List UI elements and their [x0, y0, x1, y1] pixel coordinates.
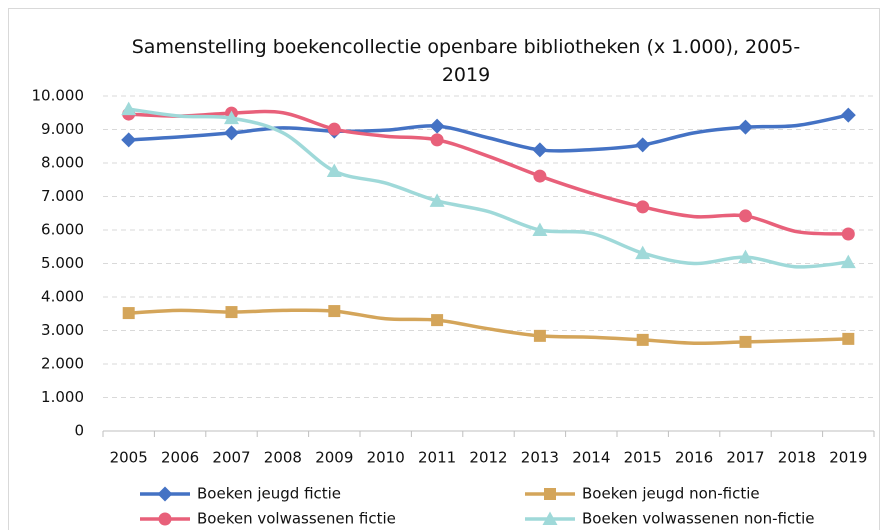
data-point	[224, 110, 239, 125]
legend-marker	[158, 512, 172, 526]
legend-label: Boeken jeugd fictie	[197, 485, 341, 503]
legend-marker	[544, 488, 556, 500]
data-point	[533, 329, 546, 342]
legend-label: Boeken jeugd non-fictie	[582, 485, 760, 503]
data-point	[431, 314, 444, 327]
x-tick-label: 2017	[726, 449, 764, 467]
series-line	[128, 308, 849, 346]
data-point	[840, 107, 856, 123]
y-tick-label: 5.000	[41, 254, 84, 272]
y-tick-label: 9.000	[41, 120, 84, 138]
x-tick-label: 2006	[161, 449, 199, 467]
x-tick-label: 2008	[264, 449, 302, 467]
x-tick-label: 2010	[367, 449, 405, 467]
data-point	[121, 132, 137, 148]
legend-label: Boeken volwassenen non-fictie	[582, 510, 814, 528]
data-point	[122, 307, 135, 320]
data-point	[429, 193, 445, 207]
x-tick-label: 2005	[110, 449, 148, 467]
data-point	[121, 101, 137, 116]
x-tick-label: 2009	[315, 449, 353, 467]
data-point	[225, 306, 238, 319]
chart-title: Samenstelling boekencollectie openbare b…	[131, 36, 801, 86]
y-tick-label: 0	[74, 422, 84, 440]
y-tick-label: 4.000	[41, 288, 84, 306]
series-line	[128, 113, 849, 153]
x-tick-label: 2019	[829, 449, 867, 467]
data-point	[532, 142, 548, 158]
data-point	[840, 254, 856, 269]
x-tick-label: 2014	[572, 449, 610, 467]
data-point	[429, 118, 445, 134]
y-tick-label: 2.000	[41, 355, 84, 373]
series-line	[128, 107, 849, 269]
data-point	[739, 335, 752, 348]
chart-frame	[8, 8, 880, 530]
x-tick-label: 2015	[624, 449, 662, 467]
data-point	[842, 332, 855, 345]
series-line	[128, 109, 849, 236]
y-tick-label: 8.000	[41, 154, 84, 172]
data-point	[738, 119, 753, 135]
data-point	[739, 209, 752, 223]
y-tick-label: 7.000	[41, 187, 84, 205]
y-tick-label: 10.000	[32, 87, 85, 105]
data-point	[636, 333, 649, 346]
data-point	[636, 200, 650, 214]
x-tick-label: 2016	[675, 449, 713, 467]
x-tick-label: 2012	[469, 449, 507, 467]
legend-marker	[542, 511, 558, 525]
x-tick-label: 2013	[521, 449, 559, 467]
data-point	[533, 169, 547, 183]
x-tick-label: 2007	[212, 449, 250, 467]
legend-marker	[157, 486, 173, 502]
data-point	[738, 249, 753, 264]
data-point	[635, 137, 651, 153]
y-tick-label: 1.000	[41, 388, 84, 406]
data-point	[224, 125, 239, 141]
x-tick-label: 2011	[418, 449, 456, 467]
data-point	[635, 245, 651, 260]
data-point	[532, 222, 548, 236]
legend-label: Boeken volwassenen fictie	[197, 510, 396, 528]
x-tick-label: 2018	[778, 449, 816, 467]
data-point	[326, 163, 342, 178]
data-point	[841, 227, 855, 241]
y-tick-label: 3.000	[41, 321, 84, 339]
y-tick-label: 6.000	[41, 221, 84, 239]
data-point	[430, 133, 444, 147]
data-point	[328, 305, 341, 318]
data-point	[327, 122, 341, 136]
